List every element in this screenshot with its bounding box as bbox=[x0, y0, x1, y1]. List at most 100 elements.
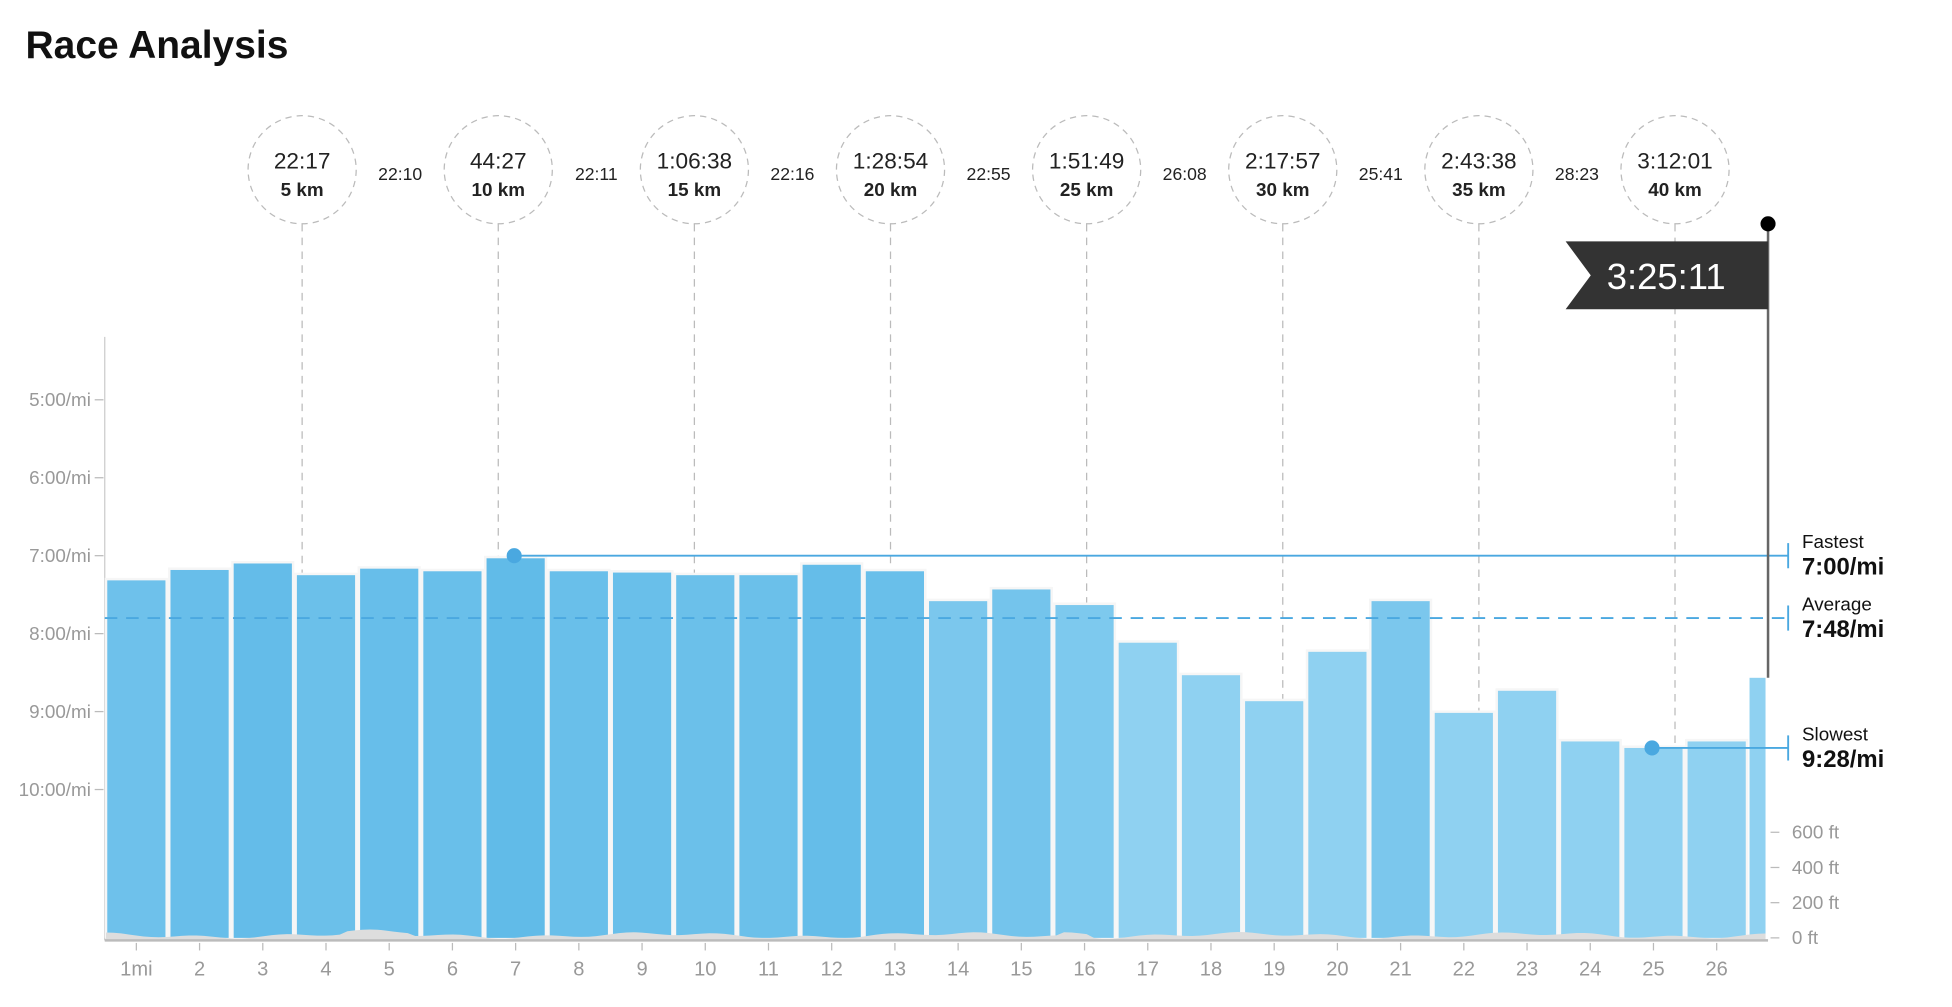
x-tick-label: 19 bbox=[1263, 959, 1285, 981]
pace-bar bbox=[929, 601, 988, 938]
y-axis-ticks: 5:00/mi 6:00/mi 7:00/mi 8:00/mi 9:00/mi 10:00… bbox=[19, 389, 104, 800]
x-tick-label: 17 bbox=[1137, 959, 1159, 981]
pace-bar bbox=[1687, 741, 1746, 938]
pace-bar-final-partial bbox=[1749, 677, 1766, 938]
x-tick-label: 2 bbox=[194, 959, 205, 981]
x-tick-label: 5 bbox=[384, 959, 395, 981]
elevation-profile: 600 ft 400 ft 200 ft 0 ft bbox=[106, 822, 1840, 948]
split-time: 2:17:57 bbox=[1245, 148, 1320, 173]
pace-bar bbox=[802, 564, 861, 938]
pace-bar bbox=[170, 569, 229, 938]
split-segment-time: 22:55 bbox=[967, 164, 1011, 184]
y-tick-label: 5:00/mi bbox=[29, 389, 91, 410]
pace-bar bbox=[992, 589, 1051, 938]
split-segment-time: 22:10 bbox=[378, 164, 422, 184]
x-tick-label: 9 bbox=[636, 959, 647, 981]
pace-bar bbox=[486, 558, 545, 938]
split-distance: 30 km bbox=[1256, 179, 1309, 200]
x-tick-label: 16 bbox=[1073, 959, 1095, 981]
pace-bar bbox=[1371, 601, 1430, 938]
elevation-tick-label: 0 ft bbox=[1792, 927, 1819, 948]
pace-bar bbox=[107, 580, 166, 938]
elevation-tick-label: 600 ft bbox=[1792, 822, 1840, 843]
slowest-value: 9:28/mi bbox=[1802, 746, 1884, 773]
y-tick-label: 7:00/mi bbox=[29, 545, 91, 566]
average-label: Average bbox=[1802, 594, 1872, 615]
pace-bar bbox=[1561, 741, 1620, 938]
y-tick-label: 9:00/mi bbox=[29, 701, 91, 722]
pace-bar bbox=[865, 571, 925, 938]
split-distance: 25 km bbox=[1060, 179, 1113, 200]
x-tick-label: 13 bbox=[884, 959, 906, 981]
x-tick-label: 24 bbox=[1579, 959, 1601, 981]
elevation-tick-label: 200 ft bbox=[1792, 892, 1840, 913]
x-tick-label: 12 bbox=[821, 959, 843, 981]
pace-bar bbox=[1181, 675, 1241, 938]
split-distance: 40 km bbox=[1648, 179, 1701, 200]
x-tick-label: 14 bbox=[947, 959, 969, 981]
split-segment-time: 22:16 bbox=[770, 164, 814, 184]
pace-bar bbox=[1245, 701, 1304, 938]
slowest-label: Slowest bbox=[1802, 723, 1869, 744]
x-tick-label: 6 bbox=[447, 959, 458, 981]
pace-bar bbox=[296, 575, 356, 938]
x-tick-label: 7 bbox=[510, 959, 521, 981]
finish-flag: 3:25:11 bbox=[1565, 216, 1776, 678]
y-tick-label: 8:00/mi bbox=[29, 623, 91, 644]
pace-bar bbox=[1055, 605, 1114, 938]
split-segment-time: 28:23 bbox=[1555, 164, 1599, 184]
finish-time: 3:25:11 bbox=[1607, 256, 1726, 297]
slowest-dot bbox=[1644, 740, 1660, 756]
split-time: 1:28:54 bbox=[853, 148, 928, 173]
pace-bar bbox=[233, 563, 292, 938]
split-time: 44:27 bbox=[470, 148, 527, 173]
elevation-tick-label: 400 ft bbox=[1792, 857, 1840, 878]
split-segment-time: 22:11 bbox=[575, 164, 618, 184]
pace-bar bbox=[739, 575, 798, 938]
pace-bar bbox=[1308, 651, 1367, 938]
pace-bar bbox=[1434, 712, 1493, 938]
pace-bar bbox=[612, 572, 672, 938]
pace-bar bbox=[549, 571, 608, 938]
x-axis-ticks: 1mi 2 3 4 5 6 7 8 9 10 11 12 13 14 15 16 17 18 19 20 21 22 23 2… bbox=[120, 942, 1728, 981]
x-tick-label: 8 bbox=[573, 959, 584, 981]
x-tick-label: 11 bbox=[758, 959, 779, 981]
pace-bar bbox=[1624, 747, 1683, 938]
x-tick-label: 22 bbox=[1453, 959, 1475, 981]
y-tick-label: 10:00/mi bbox=[19, 779, 91, 800]
fastest-value: 7:00/mi bbox=[1802, 554, 1884, 581]
x-tick-label: 18 bbox=[1200, 959, 1222, 981]
pace-bar bbox=[1497, 690, 1557, 938]
split-segment-time: 26:08 bbox=[1163, 164, 1207, 184]
split-distance: 35 km bbox=[1452, 179, 1505, 200]
x-tick-label: 26 bbox=[1705, 959, 1727, 981]
x-tick-label: 21 bbox=[1389, 959, 1411, 981]
elevation-area bbox=[106, 929, 1766, 940]
page-title: Race Analysis bbox=[26, 24, 289, 67]
x-tick-label: 20 bbox=[1326, 959, 1348, 981]
x-tick-label: 15 bbox=[1010, 959, 1032, 981]
split-segment-time: 25:41 bbox=[1359, 164, 1403, 184]
split-time: 1:06:38 bbox=[657, 148, 732, 173]
split-markers: 22:17 5 km 22:10 44:27 10 km 22:11 1:06:38 15 k… bbox=[247, 115, 1730, 931]
flag-pole-top-dot bbox=[1760, 216, 1776, 232]
x-tick-label: 25 bbox=[1642, 959, 1664, 981]
average-value: 7:48/mi bbox=[1802, 616, 1884, 643]
pace-bars bbox=[104, 555, 1766, 938]
split-distance: 5 km bbox=[281, 179, 324, 200]
pace-bar bbox=[423, 571, 482, 938]
split-time: 2:43:38 bbox=[1441, 148, 1516, 173]
x-tick-label: 23 bbox=[1516, 959, 1538, 981]
split-time: 3:12:01 bbox=[1637, 148, 1712, 173]
pace-bar bbox=[1118, 642, 1177, 938]
y-tick-label: 6:00/mi bbox=[29, 467, 91, 488]
finish-flag-banner bbox=[1565, 241, 1769, 310]
split-distance: 15 km bbox=[668, 179, 721, 200]
x-tick-label: 10 bbox=[694, 959, 716, 981]
fastest-label: Fastest bbox=[1802, 531, 1865, 552]
split-time: 1:51:49 bbox=[1049, 148, 1124, 173]
x-tick-label: 4 bbox=[320, 959, 331, 981]
pace-bar bbox=[360, 568, 419, 938]
